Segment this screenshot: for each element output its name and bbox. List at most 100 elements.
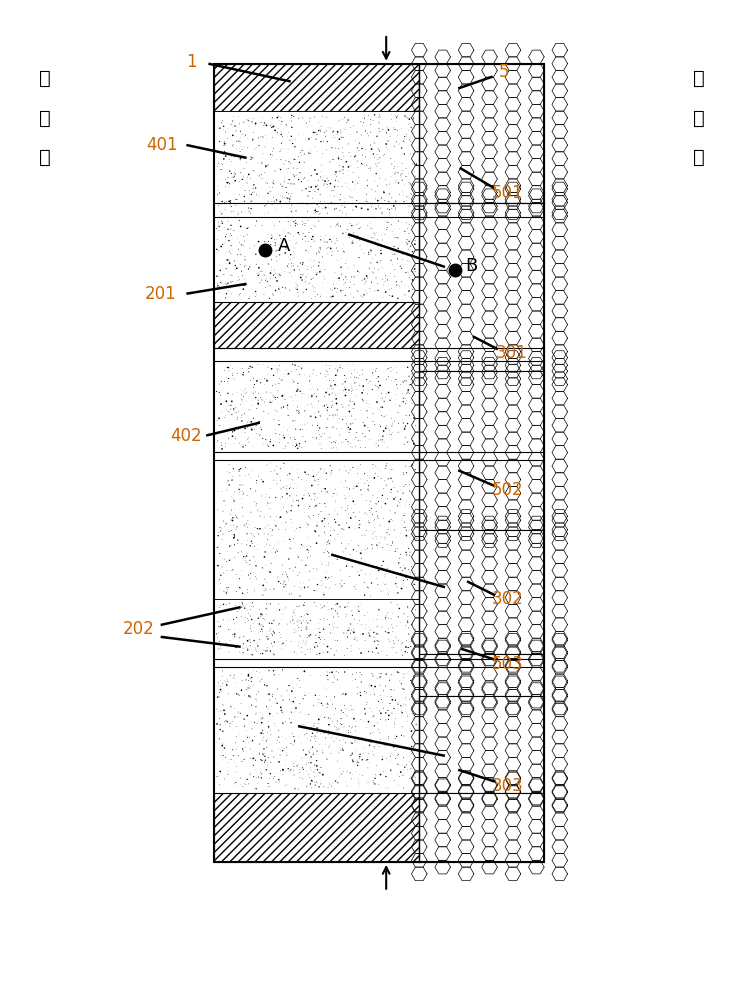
Point [292, 547, 304, 563]
Point [348, 701, 360, 717]
Point [345, 384, 357, 400]
Point [312, 615, 324, 631]
Point [257, 588, 269, 604]
Point [401, 385, 413, 401]
Point [283, 389, 295, 405]
Point [270, 425, 282, 441]
Point [357, 391, 369, 407]
Point [400, 497, 412, 513]
Point [410, 716, 422, 732]
Point [337, 704, 348, 720]
Point [247, 163, 259, 179]
Point [322, 671, 334, 687]
Point [388, 362, 400, 378]
Point [258, 287, 270, 303]
Point [273, 723, 285, 739]
Point [224, 194, 236, 210]
Point [273, 740, 285, 756]
Point [241, 771, 253, 787]
Point [215, 274, 227, 290]
Point [285, 476, 296, 492]
Point [351, 460, 363, 476]
Point [367, 365, 379, 381]
Point [355, 550, 367, 566]
Point [212, 178, 224, 194]
Point [366, 181, 377, 197]
Point [358, 608, 370, 624]
Point [305, 627, 317, 643]
Point [360, 395, 372, 411]
Point [218, 146, 230, 162]
Point [261, 486, 273, 502]
Text: 401: 401 [146, 136, 178, 154]
Point [253, 130, 265, 146]
Point [396, 642, 408, 658]
Point [234, 382, 246, 398]
Point [278, 579, 290, 595]
Point [332, 377, 344, 393]
Point [392, 230, 403, 246]
Point [350, 521, 362, 537]
Bar [213, 111, 419, 217]
Point [350, 177, 362, 193]
Point [236, 263, 247, 279]
Point [355, 712, 367, 728]
Point [385, 538, 397, 554]
Point [299, 416, 311, 432]
Point [262, 193, 274, 209]
Point [222, 674, 234, 690]
Point [347, 174, 359, 190]
Point [371, 700, 383, 716]
Point [263, 595, 275, 611]
Point [293, 493, 305, 509]
Point [221, 136, 233, 152]
Point [324, 458, 336, 474]
Point [370, 503, 382, 519]
Point [328, 128, 340, 144]
Point [264, 537, 276, 553]
Point [213, 619, 225, 635]
Point [224, 255, 236, 271]
Point [253, 632, 265, 648]
Point [319, 234, 331, 250]
Point [343, 382, 355, 398]
Point [383, 392, 395, 408]
Point [334, 158, 345, 174]
Point [250, 284, 262, 300]
Point [347, 400, 359, 416]
Point [320, 471, 332, 487]
Point [387, 513, 399, 529]
Point [322, 180, 334, 196]
Point [250, 643, 262, 659]
Point [356, 200, 368, 216]
Point [403, 241, 415, 257]
Point [284, 282, 296, 298]
Point [352, 283, 364, 299]
Point [243, 673, 255, 689]
Point [331, 596, 343, 612]
Point [292, 258, 304, 274]
Point [384, 176, 396, 192]
Point [356, 272, 368, 288]
Point [224, 596, 236, 612]
Point [340, 225, 352, 241]
Point [349, 732, 361, 748]
Point [273, 120, 285, 136]
Point [322, 516, 334, 532]
Point [233, 545, 244, 561]
Point [267, 437, 279, 453]
Point [273, 279, 285, 295]
Point [348, 611, 360, 627]
Point [372, 736, 384, 752]
Point [250, 140, 262, 156]
Point [383, 422, 395, 438]
Point [403, 226, 415, 242]
Point [343, 145, 355, 161]
Point [390, 645, 402, 661]
Point [376, 530, 388, 546]
Point [274, 472, 286, 488]
Point [280, 242, 292, 258]
Point [288, 240, 300, 256]
Point [354, 238, 366, 254]
Point [331, 395, 343, 411]
